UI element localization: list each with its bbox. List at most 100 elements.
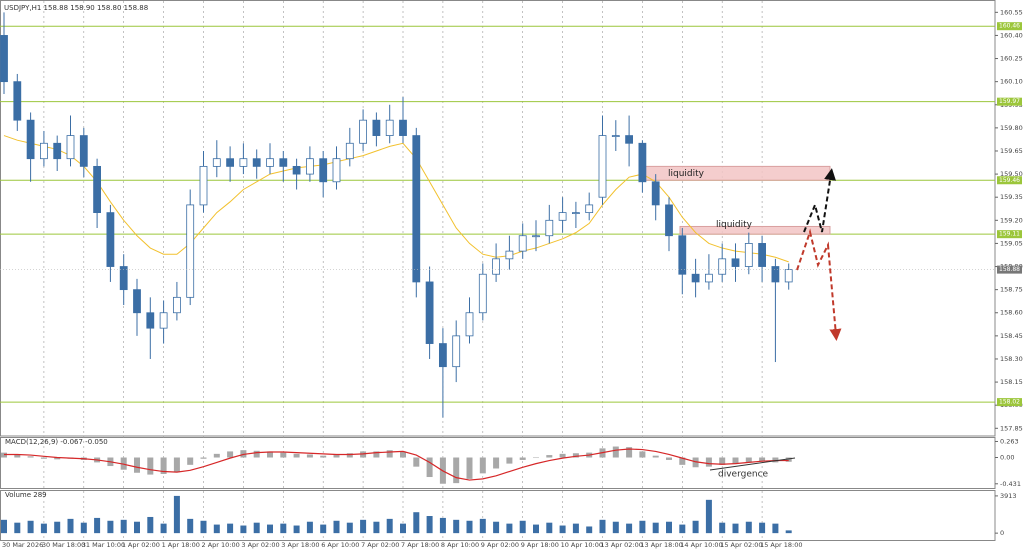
macd-bar [785, 457, 792, 462]
y-tick-label: 0.263 [1000, 437, 1019, 445]
macd-bar [147, 457, 154, 475]
x-tick-label: 30 Mar 2026 [2, 541, 43, 549]
candle-body [412, 135, 421, 283]
volume-bar [187, 518, 194, 534]
candle-body [133, 289, 141, 314]
x-tick-label: 31 Mar 10:00 [82, 541, 125, 549]
volume-bar [466, 520, 473, 534]
macd-bar [14, 454, 21, 458]
y-tick-label: 159.35 [1000, 193, 1023, 201]
candle-body [13, 81, 22, 121]
candle-body [665, 204, 673, 237]
volume-bar [293, 525, 300, 534]
candle-body [545, 219, 554, 237]
candle-body [452, 335, 461, 368]
macd-bar [54, 457, 61, 460]
candle-body [292, 165, 301, 175]
x-tick-label: 15 Apr 18:00 [760, 541, 802, 549]
volume-bar [732, 523, 739, 534]
y-tick-label: 0.00 [1000, 454, 1014, 462]
volume-bar [227, 523, 234, 534]
candle-body [784, 269, 793, 283]
candle-body [718, 258, 727, 275]
candle-body [744, 243, 753, 267]
volume-bar [626, 523, 633, 534]
y-tick-label: 158.75 [1000, 286, 1023, 294]
volume-bar [533, 524, 539, 534]
macd-bar [40, 457, 47, 459]
macd-bar [732, 457, 739, 464]
candle-body [212, 158, 221, 167]
level-badge [997, 176, 1022, 185]
macd-bar [666, 457, 672, 460]
y-tick-label: 159.05 [1000, 239, 1023, 247]
y-tick-label: 159.50 [1000, 170, 1023, 178]
candle-body [771, 266, 780, 283]
x-tick-label: 13 Apr 02:00 [601, 541, 643, 549]
candle-body [678, 235, 687, 275]
candle-body [572, 212, 580, 215]
macd-bar [652, 455, 659, 458]
macd-bar [1, 452, 7, 458]
macd-bar [479, 457, 486, 474]
candle-body [279, 158, 288, 167]
y-tick-label: 160.40 [1000, 31, 1023, 39]
y-tick-label: 3913 [1000, 492, 1017, 500]
level-badge [997, 230, 1022, 239]
volume-bar [772, 523, 779, 534]
macd-panel [0, 437, 996, 489]
volume-bar [413, 512, 420, 534]
candle-body [758, 243, 766, 267]
candle-body [478, 273, 487, 314]
candle-body [252, 158, 261, 167]
y-tick-label: 160.55 [1000, 8, 1023, 16]
macd-bar [267, 451, 273, 458]
volume-bar [546, 522, 553, 534]
candle-body [731, 258, 740, 267]
volume-bar [785, 530, 792, 534]
macd-bar [639, 451, 646, 458]
candle-body [651, 181, 660, 206]
volume-bar [439, 517, 446, 534]
volume-bar [320, 524, 327, 534]
volume-bar [599, 519, 606, 534]
macd-bar [772, 457, 779, 463]
y-tick-label: -0.431 [1000, 480, 1021, 488]
macd-bar [612, 446, 619, 458]
macd-bar [533, 457, 539, 459]
x-tick-label: 9 Apr 18:00 [521, 541, 559, 549]
level-label: 160.46 [999, 23, 1020, 30]
macd-bar [506, 457, 513, 464]
x-tick-label: 6 Apr 10:00 [321, 541, 359, 549]
macd-bar [692, 457, 699, 468]
candle-body [518, 235, 527, 252]
last-price-label: 158.88 [999, 266, 1020, 273]
y-tick-label: 158.45 [1000, 332, 1023, 340]
divergence-line [709, 457, 796, 471]
macd-bar [160, 457, 167, 474]
volume-bar [639, 520, 646, 534]
candle-body [558, 212, 567, 221]
macd-bar [27, 456, 34, 458]
level-label: 158.02 [999, 399, 1020, 406]
chart-title: USDJPY,H1 158.88 158.90 158.80 158.88 [4, 4, 148, 12]
y-tick-label: 157.85 [1000, 424, 1023, 432]
volume-bar [67, 518, 74, 534]
macd-bar [280, 452, 287, 458]
macd-bar [360, 451, 367, 458]
candle-body [93, 165, 101, 214]
level-badge [997, 22, 1022, 31]
macd-bar [679, 457, 686, 465]
candle-body [705, 273, 713, 283]
macd-bar [493, 457, 500, 469]
candle-body [305, 158, 314, 175]
candle-body [266, 158, 274, 167]
volume-bar [27, 520, 34, 534]
candle-body [691, 273, 700, 283]
zone-label: liquidity [716, 220, 753, 230]
volume-title: Volume 289 [5, 491, 47, 499]
zone-label: liquidity [668, 169, 705, 179]
macd-bar [759, 457, 766, 462]
candle-body [425, 281, 434, 344]
macd-bar [320, 455, 327, 458]
